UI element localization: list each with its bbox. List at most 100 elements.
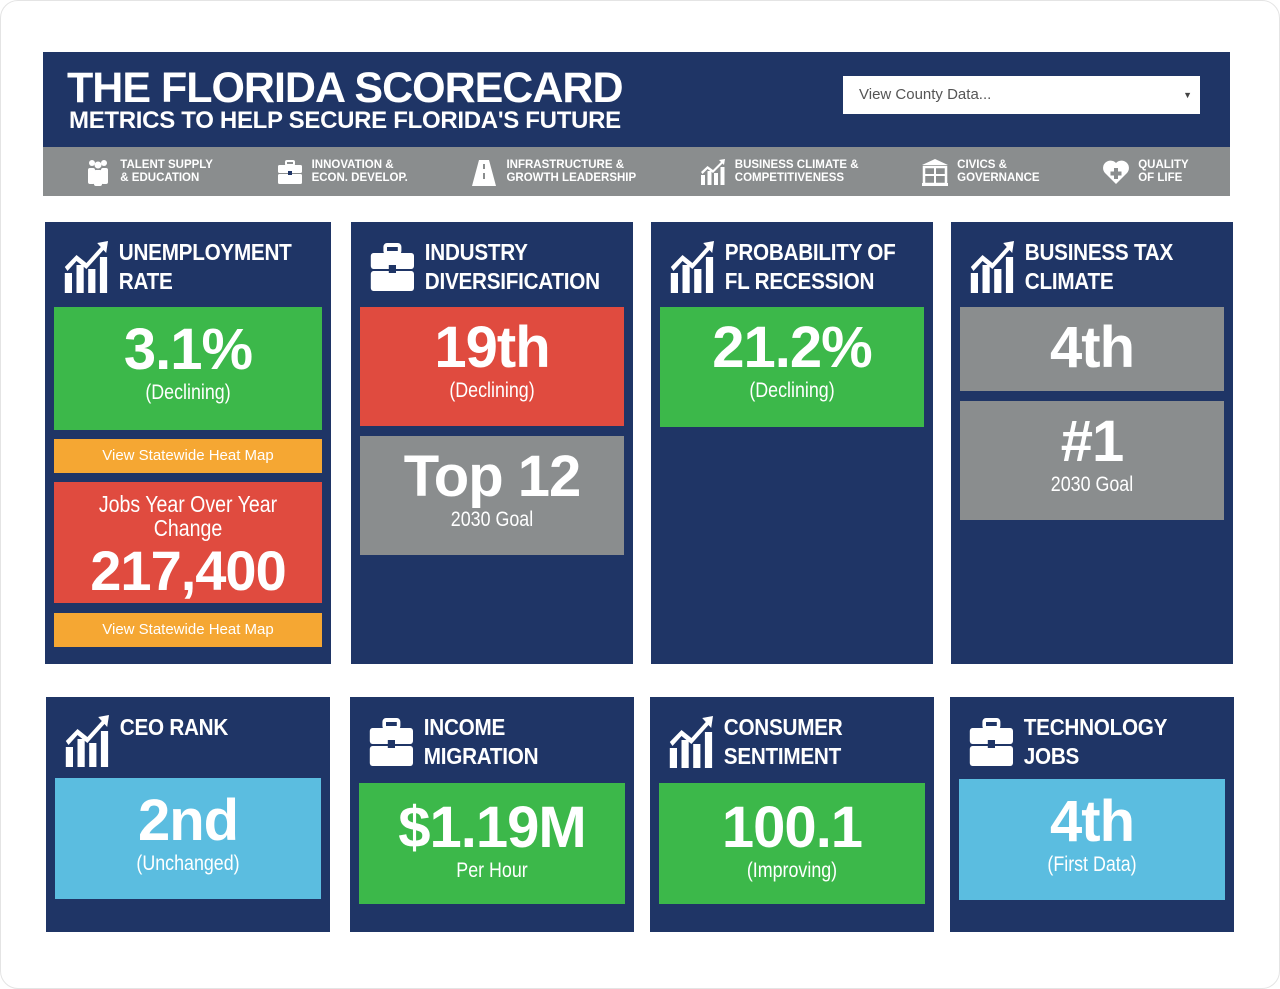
people-icon	[88, 159, 109, 186]
card-income-migration: INCOME MIGRATION $1.19M Per Hour	[350, 697, 634, 932]
nav-label: & EDUCATION	[120, 171, 200, 184]
nav-quality-of-life[interactable]: QUALITY OF LIFE	[1102, 158, 1189, 186]
nav-label: COMPETITIVENESS	[734, 171, 845, 184]
heart-plus-icon	[1103, 160, 1130, 184]
card-title: CONSUMER	[723, 714, 843, 740]
nav-label: QUALITY	[1138, 158, 1189, 171]
header: THE FLORIDA SCORECARD METRICS TO HELP SE…	[43, 52, 1230, 147]
road-icon	[472, 159, 497, 186]
category-nav: TALENT SUPPLY & EDUCATION INNOVATION & ECO…	[43, 147, 1230, 196]
card-title: MIGRATION	[423, 743, 539, 769]
county-select[interactable]: View County Data... ▼	[843, 76, 1200, 114]
nav-label: TALENT SUPPLY	[120, 158, 213, 171]
metric-value: 4th	[1050, 789, 1135, 854]
metric-tile: 21.2% (Declining)	[660, 307, 924, 427]
metric-value: 2nd	[137, 788, 239, 853]
card-title: CLIMATE	[1024, 268, 1114, 294]
card-title: INDUSTRY	[424, 239, 528, 265]
chart-up-icon	[63, 239, 110, 295]
nav-label: GROWTH LEADERSHIP	[506, 171, 637, 184]
card-header: UNEMPLOYMENT RATE	[63, 238, 292, 296]
chart-up-icon	[64, 713, 111, 769]
nav-label: INNOVATION &	[311, 158, 394, 171]
metric-tile: 19th (Declining)	[360, 307, 624, 426]
card-title: INCOME	[423, 714, 505, 740]
metric-value: 3.1%	[123, 317, 253, 382]
card-fl-recession: PROBABILITY OF FL RECESSION 21.2% (Declini…	[651, 222, 933, 664]
metric-tile: 4th (First Data)	[959, 779, 1225, 900]
metric-value: 19th	[434, 315, 550, 380]
metric-tile: 2nd (Unchanged)	[55, 778, 321, 899]
metric-status: (Improving)	[746, 859, 838, 882]
card-title: CEO RANK	[119, 714, 229, 740]
card-industry-diversification: INDUSTRY DIVERSIFICATION 19th (Declining) …	[351, 222, 633, 664]
nav-talent-supply[interactable]: TALENT SUPPLY & EDUCATION	[84, 158, 213, 186]
metric-tile: $1.19M Per Hour	[359, 783, 625, 904]
chart-up-icon	[669, 239, 716, 295]
building-icon	[922, 158, 949, 186]
card-business-tax-climate: BUSINESS TAX CLIMATE 4th #1 2030 Goal	[951, 222, 1233, 664]
card-header: TECHNOLOGY JOBS	[968, 713, 1207, 771]
nav-civics[interactable]: CIVICS & GOVERNANCE	[921, 158, 1040, 186]
card-technology-jobs: TECHNOLOGY JOBS 4th (First Data)	[950, 697, 1234, 932]
nav-label: CIVICS &	[957, 158, 1007, 171]
card-header: CEO RANK	[64, 713, 228, 769]
card-ceo-rank: CEO RANK 2nd (Unchanged)	[46, 697, 330, 932]
goal-label: 2030 Goal	[450, 508, 534, 531]
nav-label: BUSINESS CLIMATE &	[734, 158, 859, 171]
card-header: BUSINESS TAX CLIMATE	[969, 238, 1173, 296]
nav-innovation[interactable]: INNOVATION & ECON. DEVELOP.	[276, 158, 408, 186]
briefcase-icon	[369, 239, 416, 295]
card-unemployment-rate: UNEMPLOYMENT RATE 3.1% (Declining) View St…	[45, 222, 331, 664]
card-header: INCOME MIGRATION	[368, 713, 539, 771]
card-title: BUSINESS TAX	[1024, 239, 1174, 265]
nav-business-climate[interactable]: BUSINESS CLIMATE & COMPETITIVENESS	[699, 158, 859, 186]
card-header: CONSUMER SENTIMENT	[668, 713, 843, 771]
metric-status: (Declining)	[145, 381, 231, 404]
card-title: PROBABILITY OF	[724, 239, 896, 265]
metric-status: (Unchanged)	[136, 852, 240, 875]
page-title: THE FLORIDA SCORECARD	[67, 64, 624, 112]
card-header: PROBABILITY OF FL RECESSION	[669, 238, 896, 296]
card-header: INDUSTRY DIVERSIFICATION	[369, 238, 600, 296]
county-select-value: View County Data...	[859, 86, 992, 103]
card-title: TECHNOLOGY JOBS	[1023, 714, 1167, 769]
heat-map-link[interactable]: View Statewide Heat Map	[54, 613, 322, 647]
nav-label: INFRASTRUCTURE &	[506, 158, 625, 171]
goal-tile: #1 2030 Goal	[960, 401, 1224, 520]
card-title: DIVERSIFICATION	[424, 268, 600, 294]
nav-infrastructure[interactable]: INFRASTRUCTURE & GROWTH LEADERSHIP	[470, 158, 636, 186]
jobs-label: Jobs Year Over Year Change	[98, 491, 278, 541]
card-title: SENTIMENT	[723, 743, 841, 769]
briefcase-icon	[368, 714, 415, 770]
chart-up-icon	[699, 158, 727, 186]
nav-label: OF LIFE	[1138, 171, 1183, 184]
metric-value: $1.19M	[398, 795, 586, 860]
metric-status: Per Hour	[456, 859, 528, 882]
chart-up-icon	[668, 714, 715, 770]
metric-status: (First Data)	[1047, 853, 1137, 876]
metric-tile: 100.1 (Improving)	[659, 783, 925, 904]
goal-tile: Top 12 2030 Goal	[360, 436, 624, 555]
chart-up-icon	[969, 239, 1016, 295]
card-consumer-sentiment: CONSUMER SENTIMENT 100.1 (Improving)	[650, 697, 934, 932]
goal-label: 2030 Goal	[1050, 473, 1134, 496]
metric-tile: 4th	[960, 307, 1224, 391]
briefcase-icon	[968, 714, 1015, 770]
metric-value: 4th	[1050, 315, 1135, 380]
dropdown-arrow-icon: ▼	[1183, 90, 1192, 100]
jobs-value: 217,400	[90, 539, 286, 602]
metric-tile: 3.1% (Declining)	[54, 307, 322, 430]
card-title: RATE	[118, 268, 173, 294]
nav-label: ECON. DEVELOP.	[311, 171, 408, 184]
jobs-tile: Jobs Year Over Year Change 217,400	[54, 482, 322, 603]
heat-map-link[interactable]: View Statewide Heat Map	[54, 439, 322, 473]
card-title: UNEMPLOYMENT	[118, 239, 292, 265]
card-title: FL RECESSION	[724, 268, 875, 294]
metric-value: 100.1	[721, 795, 863, 860]
metric-value: 21.2%	[712, 315, 872, 380]
metric-status: (Declining)	[749, 379, 835, 402]
briefcase-icon	[276, 158, 304, 186]
nav-label: GOVERNANCE	[957, 171, 1040, 184]
goal-value: Top 12	[403, 444, 582, 509]
